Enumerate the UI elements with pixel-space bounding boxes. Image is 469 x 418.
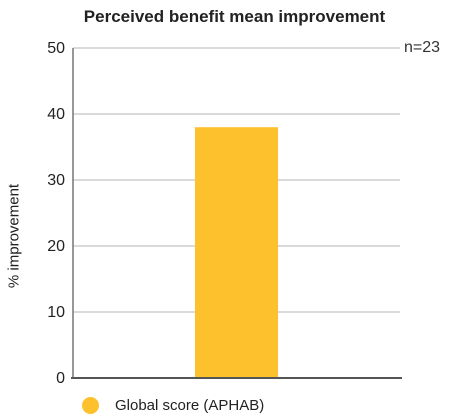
legend: Global score (APHAB) <box>82 397 264 414</box>
bar-0-0 <box>194 127 279 378</box>
y-tick-label-10: 10 <box>47 304 65 321</box>
legend-swatch <box>82 397 99 414</box>
y-tick-label-0: 0 <box>56 370 65 387</box>
y-tick-label-20: 20 <box>47 238 65 255</box>
y-tick-label-50: 50 <box>47 40 65 57</box>
y-tick-label-30: 30 <box>47 172 65 189</box>
y-tick-label-40: 40 <box>47 106 65 123</box>
chart-title: Perceived benefit mean improvement <box>83 7 386 26</box>
sample-size-annotation: n=23 <box>404 39 441 56</box>
legend-label: Global score (APHAB) <box>115 397 265 414</box>
